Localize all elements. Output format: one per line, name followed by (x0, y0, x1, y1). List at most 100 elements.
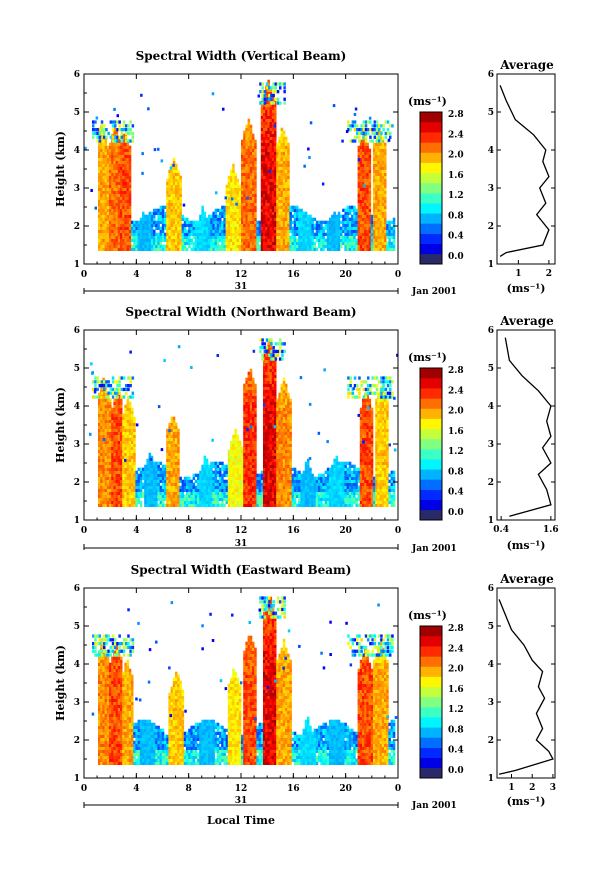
heatmap-cell (212, 497, 215, 501)
heatmap-cell (150, 247, 154, 251)
heatmap-cell (356, 131, 359, 136)
heatmap-cell (384, 232, 387, 236)
heatmap-cell (238, 196, 242, 200)
heatmap-cell (274, 244, 277, 248)
heatmap-cell (124, 434, 127, 438)
heatmap-cell (175, 208, 178, 212)
heatmap-cell (335, 229, 339, 233)
heatmap-cell (261, 93, 264, 98)
heatmap-cell (274, 235, 277, 239)
heatmap-cell (102, 142, 105, 146)
heatmap-cell (375, 205, 378, 209)
heatmap-cell (346, 244, 350, 248)
y-tick-label: 4 (74, 146, 80, 156)
heatmap-cell (366, 172, 369, 176)
heatmap-cell (381, 211, 385, 215)
heatmap-cell (348, 217, 352, 221)
heatmap-cell (219, 232, 222, 236)
heatmap-cell (205, 470, 209, 474)
heatmap-cell (379, 169, 383, 173)
heatmap-cell (236, 214, 240, 218)
heatmap-cell (126, 193, 130, 197)
heatmap-cell (359, 226, 363, 230)
heatmap-cell (245, 247, 248, 251)
heatmap-cell (137, 497, 141, 501)
heatmap-cell (100, 479, 103, 483)
heatmap-cell (282, 139, 286, 143)
heatmap-cell (247, 142, 251, 146)
heatmap-cell (256, 229, 259, 233)
heatmap-cell (170, 190, 174, 194)
heatmap-cell (265, 175, 268, 179)
heatmap-cell (117, 422, 121, 426)
heatmap-cell (384, 160, 387, 164)
heatmap-cell (117, 163, 121, 167)
heatmap-cell (164, 494, 167, 498)
heatmap-cell (236, 503, 240, 507)
heatmap-cell (111, 205, 114, 209)
heatmap-cell (359, 211, 363, 215)
heatmap-cell (249, 208, 253, 212)
heatmap-cell (137, 244, 141, 248)
heatmap-cell (219, 238, 222, 242)
heatmap-cell (243, 247, 246, 251)
heatmap-cell (230, 199, 233, 203)
heatmap-cell (313, 244, 317, 248)
colorbar-tick-label: 0.4 (448, 232, 464, 242)
heatmap-cell (342, 208, 345, 212)
heatmap-cell (208, 494, 211, 498)
heatmap-cell (234, 428, 237, 432)
average-x-label: (ms⁻¹) (507, 282, 546, 295)
heatmap-cell (139, 476, 143, 480)
heatmap-cell (379, 244, 383, 248)
heatmap-cell (241, 187, 244, 191)
heatmap-cell (214, 229, 218, 233)
heatmap-cell (104, 491, 108, 495)
heatmap-cell (137, 467, 141, 471)
heatmap-cell (168, 232, 171, 236)
heatmap-cell (278, 142, 281, 146)
heatmap-cell (260, 139, 264, 143)
heatmap-cell (168, 223, 171, 227)
heatmap-cell (236, 184, 240, 188)
heatmap-cell (377, 142, 380, 146)
heatmap-cell (201, 247, 204, 251)
heatmap-cell (252, 214, 255, 218)
heatmap-cell (271, 124, 275, 128)
heatmap-cell (133, 223, 136, 227)
heatmap-cell (320, 235, 323, 239)
heatmap-cell (280, 169, 284, 173)
heatmap-cell (212, 241, 215, 245)
heatmap-cell (280, 208, 284, 212)
heatmap-cell (351, 229, 354, 233)
heatmap-cell (183, 482, 187, 486)
heatmap-cell (366, 229, 369, 233)
heatmap-cell (283, 82, 286, 86)
heatmap-cell (348, 208, 352, 212)
heatmap-cell (177, 488, 180, 492)
heatmap-cell (131, 422, 134, 426)
heatmap-cell (280, 145, 284, 149)
heatmap-cell (265, 211, 268, 215)
heatmap-cell (274, 166, 277, 170)
heatmap-cell (135, 497, 138, 501)
heatmap-cell (115, 455, 119, 459)
heatmap-cell (168, 476, 171, 480)
heatmap-cell (369, 120, 372, 124)
heatmap-cell (133, 443, 136, 447)
heatmap-cell (249, 196, 253, 200)
heatmap-cell (113, 404, 116, 408)
heatmap-cell (117, 449, 121, 453)
heatmap-cell (172, 500, 176, 504)
heatmap-cell (245, 190, 248, 194)
heatmap-cell (106, 494, 110, 498)
heatmap-cell (124, 455, 127, 459)
heatmap-cell (379, 223, 383, 227)
heatmap-cell (260, 202, 264, 206)
heatmap-cell (183, 235, 187, 239)
heatmap-cell (278, 151, 281, 155)
heatmap-cell (100, 425, 103, 429)
heatmap-cell (234, 223, 237, 227)
heatmap-cell (117, 205, 121, 209)
heatmap-cell (166, 458, 169, 462)
